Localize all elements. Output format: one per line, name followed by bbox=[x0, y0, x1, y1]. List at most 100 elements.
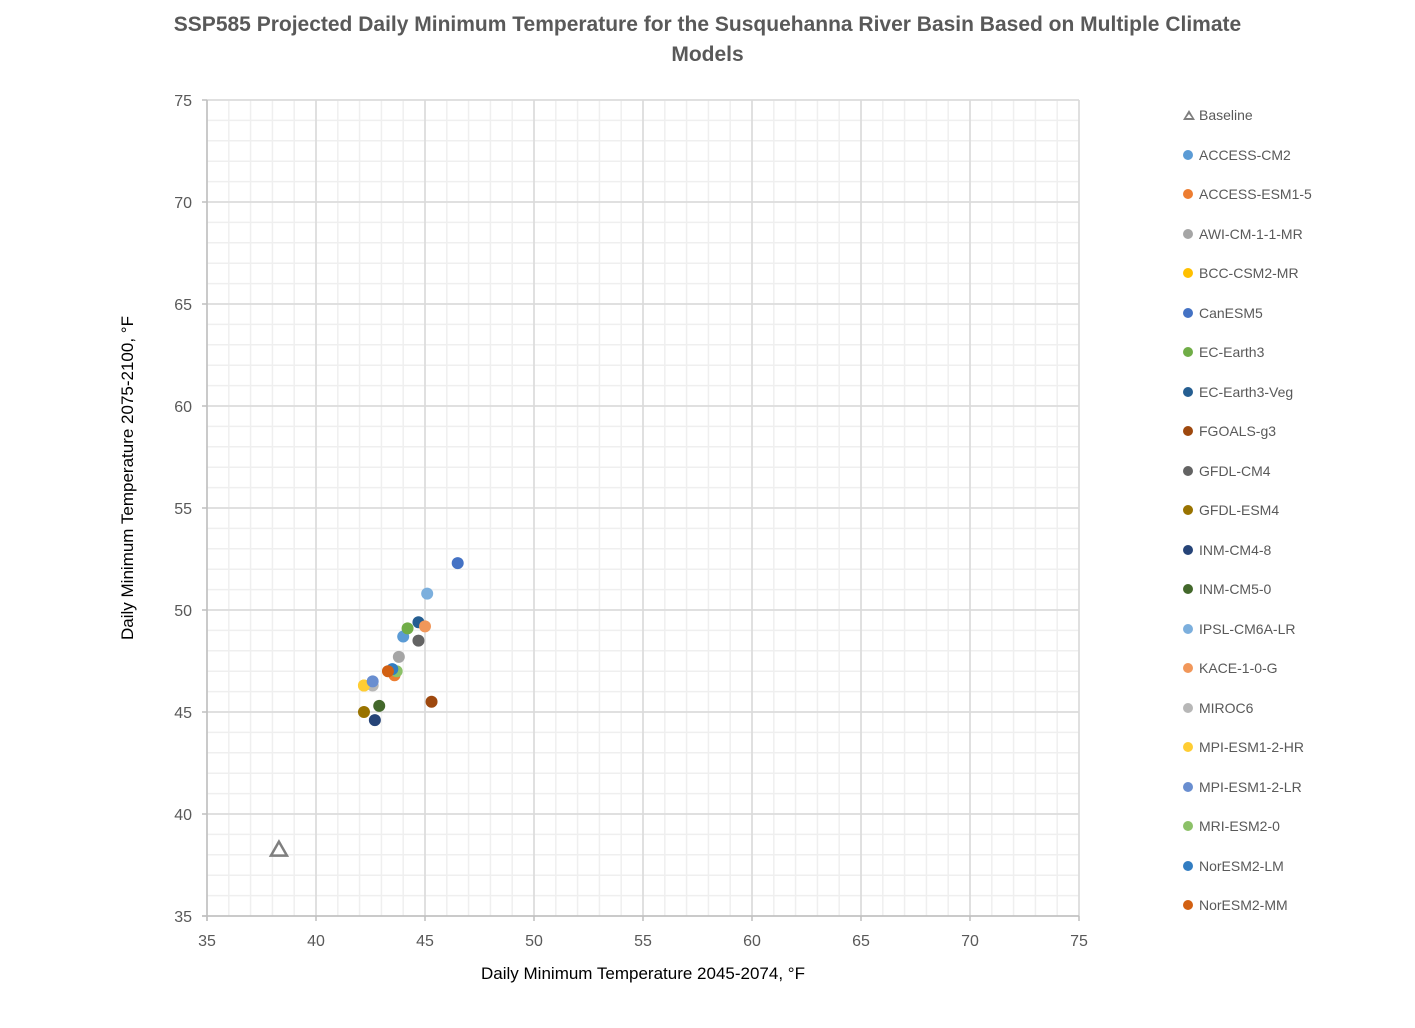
legend-item: MPI-ESM1-2-HR bbox=[1183, 735, 1304, 759]
legend-label: EC-Earth3 bbox=[1199, 344, 1265, 360]
axes bbox=[202, 99, 1080, 921]
legend-label: INM-CM4-8 bbox=[1199, 541, 1272, 558]
legend-item: AWI-CM-1-1-MR bbox=[1183, 222, 1303, 246]
x-tick-label: 45 bbox=[416, 933, 434, 950]
legend-label: KACE-1-0-G bbox=[1199, 660, 1278, 676]
legend-item: ACCESS-ESM1-5 bbox=[1183, 182, 1312, 206]
legend-item: MPI-ESM1-2-LR bbox=[1183, 775, 1302, 799]
data-point bbox=[412, 634, 425, 647]
legend-item: MRI-ESM2-0 bbox=[1183, 814, 1280, 838]
legend-label: BCC-CSM2-MR bbox=[1199, 265, 1299, 281]
y-axis-tick-labels: 35 40 45 50 55 60 65 70 75 bbox=[174, 93, 192, 926]
circle-marker-icon bbox=[1183, 386, 1193, 397]
legend-label: MIROC6 bbox=[1199, 699, 1254, 716]
data-point bbox=[373, 699, 386, 712]
circle-marker-icon bbox=[1183, 465, 1193, 476]
circle-marker-icon bbox=[1183, 663, 1193, 673]
circle-marker-icon bbox=[1183, 347, 1193, 357]
circle-marker-icon bbox=[1183, 742, 1193, 752]
legend-label: IPSL-CM6A-LR bbox=[1199, 620, 1296, 637]
legend-item: INM-CM4-8 bbox=[1183, 538, 1271, 562]
legend-label: NorESM2-LM bbox=[1199, 857, 1284, 874]
legend-label: MPI-ESM1-2-LR bbox=[1199, 778, 1302, 795]
data-point bbox=[357, 706, 370, 718]
y-axis-label: Daily Minimum Temperature 2075-2100, °F bbox=[118, 316, 137, 640]
legend-item: GFDL-ESM4 bbox=[1183, 498, 1279, 522]
x-tick-label: 70 bbox=[961, 933, 979, 950]
legend-label: FGOALS-g3 bbox=[1199, 423, 1277, 439]
data-point bbox=[401, 622, 414, 635]
legend-item: FGOALS-g3 bbox=[1183, 419, 1276, 443]
y-tick-label: 55 bbox=[174, 501, 192, 518]
legend-label: AWI-CM-1-1-MR bbox=[1199, 225, 1303, 242]
circle-marker-icon bbox=[1183, 268, 1193, 278]
x-tick-label: 65 bbox=[852, 933, 870, 950]
data-point bbox=[421, 587, 434, 600]
circle-marker-icon bbox=[1183, 860, 1193, 871]
legend-item: IPSL-CM6A-LR bbox=[1183, 617, 1295, 641]
x-tick-label: 50 bbox=[525, 933, 543, 950]
legend-label: CanESM5 bbox=[1199, 304, 1263, 321]
data-point bbox=[419, 620, 431, 633]
y-tick-label: 65 bbox=[174, 297, 192, 314]
data-point bbox=[425, 695, 438, 708]
circle-marker-icon bbox=[1183, 623, 1193, 634]
legend-item: NorESM2-MM bbox=[1183, 893, 1288, 917]
circle-marker-icon bbox=[1183, 149, 1193, 160]
legend-label: MRI-ESM2-0 bbox=[1199, 818, 1280, 834]
circle-marker-icon bbox=[1183, 702, 1193, 713]
triangle-icon bbox=[1183, 110, 1195, 120]
legend-item: MIROC6 bbox=[1183, 696, 1253, 720]
circle-marker-icon bbox=[1183, 505, 1193, 515]
chart-title: SSP585 Projected Daily Minimum Temperatu… bbox=[173, 13, 1242, 66]
x-tick-label: 35 bbox=[198, 933, 216, 950]
legend-item: EC-Earth3-Veg bbox=[1183, 380, 1293, 404]
legend-item: EC-Earth3 bbox=[1183, 340, 1264, 364]
x-tick-label: 60 bbox=[743, 933, 761, 950]
data-point bbox=[381, 665, 394, 678]
y-tick-label: 60 bbox=[174, 399, 192, 416]
data-points bbox=[268, 557, 464, 857]
circle-marker-icon bbox=[1183, 228, 1193, 239]
circle-marker-icon bbox=[1183, 189, 1193, 199]
legend-item: CanESM5 bbox=[1183, 301, 1263, 325]
legend-label: GFDL-ESM4 bbox=[1199, 502, 1280, 518]
legend-item: ACCESS-CM2 bbox=[1183, 143, 1291, 167]
data-point-baseline bbox=[268, 839, 290, 857]
x-axis-label: Daily Minimum Temperature 2045-2074, °F bbox=[481, 964, 805, 983]
x-tick-label: 55 bbox=[634, 933, 652, 950]
y-tick-label: 45 bbox=[174, 705, 192, 722]
y-tick-label: 70 bbox=[174, 195, 192, 212]
x-axis-tick-labels: 35 40 45 50 55 60 65 70 75 bbox=[198, 933, 1088, 950]
y-tick-label: 50 bbox=[174, 603, 192, 620]
y-tick-label: 40 bbox=[174, 807, 192, 824]
legend-label: GFDL-CM4 bbox=[1199, 462, 1271, 479]
legend-label: MPI-ESM1-2-HR bbox=[1199, 739, 1305, 755]
legend-item: INM-CM5-0 bbox=[1183, 577, 1271, 601]
circle-marker-icon bbox=[1183, 900, 1193, 910]
data-point bbox=[451, 557, 464, 570]
legend-label: NorESM2-MM bbox=[1199, 897, 1288, 913]
legend-item: Baseline bbox=[1183, 103, 1253, 127]
circle-marker-icon bbox=[1183, 544, 1193, 555]
y-tick-label: 35 bbox=[174, 909, 192, 926]
y-tick-label: 75 bbox=[174, 93, 192, 110]
data-point bbox=[392, 650, 405, 663]
circle-marker-icon bbox=[1183, 821, 1193, 831]
data-point bbox=[366, 675, 379, 688]
legend-label: EC-Earth3-Veg bbox=[1199, 383, 1294, 400]
legend-item: BCC-CSM2-MR bbox=[1183, 261, 1299, 285]
circle-marker-icon bbox=[1183, 781, 1193, 792]
legend-label: ACCESS-ESM1-5 bbox=[1199, 186, 1312, 202]
data-point bbox=[368, 714, 381, 727]
legend-label: INM-CM5-0 bbox=[1199, 581, 1272, 597]
circle-marker-icon bbox=[1183, 426, 1193, 436]
x-tick-label: 40 bbox=[307, 933, 325, 950]
x-tick-label: 75 bbox=[1070, 933, 1088, 950]
circle-marker-icon bbox=[1183, 584, 1193, 594]
legend-label: Baseline bbox=[1199, 107, 1253, 123]
legend-item: NorESM2-LM bbox=[1183, 854, 1284, 878]
legend-label: ACCESS-CM2 bbox=[1199, 146, 1291, 163]
circle-marker-icon bbox=[1183, 307, 1193, 318]
